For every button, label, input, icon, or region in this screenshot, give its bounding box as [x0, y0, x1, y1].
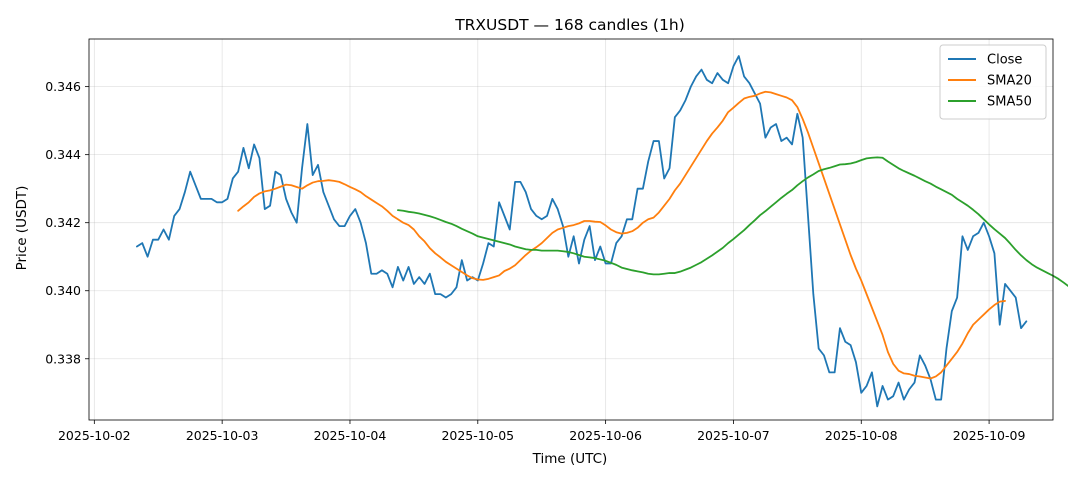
y-tick-label: 0.338 — [45, 351, 81, 366]
x-tick-label: 2025-10-02 — [58, 428, 131, 443]
x-tick-label: 2025-10-09 — [953, 428, 1026, 443]
y-tick-label: 0.346 — [45, 79, 81, 94]
grid — [89, 39, 1053, 420]
y-axis: 0.338 0.340 0.342 0.344 0.346 — [45, 79, 89, 366]
y-axis-label: Price (USDT) — [14, 186, 30, 271]
legend-entry-label: SMA20 — [987, 74, 1032, 89]
x-tick-label: 2025-10-04 — [314, 428, 387, 443]
legend-entry-label: Close — [987, 53, 1022, 68]
plot-frame — [88, 38, 1054, 421]
x-axis: 2025-10-02 2025-10-03 2025-10-04 2025-10-05… — [58, 420, 1025, 443]
x-tick-label: 2025-10-07 — [697, 428, 770, 443]
x-tick-label: 2025-10-06 — [569, 428, 642, 443]
y-tick-label: 0.340 — [45, 283, 81, 298]
x-axis-label: Time (UTC) — [532, 451, 608, 467]
series-lines — [136, 55, 1068, 408]
x-tick-label: 2025-10-03 — [186, 428, 259, 443]
chart-title: TRXUSDT — 168 candles (1h) — [454, 16, 685, 34]
y-tick-label: 0.342 — [45, 215, 81, 230]
x-tick-label: 2025-10-05 — [441, 428, 514, 443]
legend: Close SMA20 SMA50 — [939, 44, 1047, 120]
y-tick-label: 0.344 — [45, 147, 81, 162]
series-line-close — [136, 55, 1028, 408]
legend-entry-label: SMA50 — [987, 95, 1032, 110]
series-line-sma50 — [397, 156, 1068, 288]
series-line-sma20 — [237, 90, 1006, 380]
x-tick-label: 2025-10-08 — [825, 428, 898, 443]
